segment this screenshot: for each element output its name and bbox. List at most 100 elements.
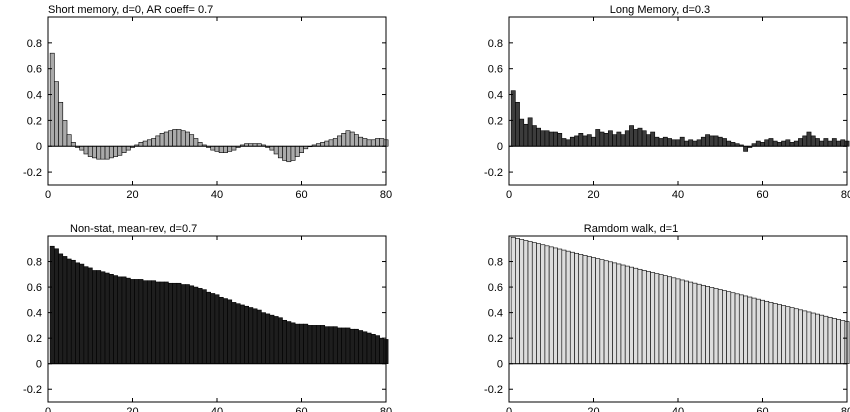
bar [214,145,220,152]
bar [696,283,702,365]
y-tick-label: -0.2 [23,384,42,396]
x-tick-label: 0 [45,406,51,412]
bar [79,145,85,151]
bar [176,129,182,147]
bar [553,131,558,147]
bar [273,145,279,155]
bar [523,240,529,364]
bar [569,136,575,147]
bar [798,309,803,364]
bar [58,101,64,147]
bar [324,140,330,147]
bar [633,267,639,364]
bar [49,52,55,147]
bar [536,127,541,147]
bar [671,139,677,147]
bar [227,299,233,365]
bar [104,272,110,364]
bar [688,281,694,364]
y-tick-label: 0.2 [488,115,503,127]
panel-long-memory: Long Memory, d=0.3-0.200.20.40.60.80 20 40… [484,4,850,201]
y-tick-label: 0.4 [27,90,42,102]
bar [553,247,558,364]
x-tick-label: 60 [756,406,768,412]
bar [519,118,525,147]
bar [768,138,774,147]
y-tick-label: 0.2 [488,333,503,345]
bar [299,323,304,364]
x-tick-label: 80 [380,406,392,412]
y-tick-label: 0.8 [488,257,503,269]
bar [633,129,639,147]
bar [527,241,533,364]
bar [328,326,334,364]
bar [189,134,195,147]
bar [574,135,580,147]
bar [62,256,68,364]
bar [83,266,89,364]
bar [831,318,837,364]
bar [70,142,76,147]
bar [561,138,567,147]
bar [104,145,110,160]
bar [358,136,364,147]
bar [168,282,173,364]
bar [637,268,643,364]
bar [603,133,609,147]
bar [168,130,173,147]
x-tick-label: 60 [295,406,307,412]
bar [66,258,72,364]
bar [341,133,347,147]
bar [586,134,592,147]
bar [197,142,203,147]
bar [806,311,812,364]
bar [337,327,342,364]
bar [332,138,338,147]
bar [815,138,820,147]
bar [83,145,89,155]
bar [836,319,841,364]
bar [764,139,770,147]
bar [679,136,685,147]
bar [624,265,630,364]
bar [540,130,546,147]
bar [286,321,292,364]
bar [332,326,338,364]
bar [620,134,626,147]
bar [637,127,643,147]
bar [379,138,385,147]
bar [252,308,258,364]
bar [705,286,710,364]
bar [607,130,613,147]
chart-title: Ramdom walk, d=1 [584,223,678,235]
bar [151,138,157,147]
bar [328,139,334,147]
bar [696,139,702,147]
x-tick-label: 40 [211,189,223,201]
bar [163,131,169,147]
x-tick-label: 40 [211,406,223,412]
bar [214,294,220,364]
bar [375,138,380,147]
bar [768,302,774,364]
bar [79,263,85,364]
bar [819,140,825,147]
y-tick-label: 0 [36,359,42,371]
bar [654,273,660,364]
bar [776,142,782,147]
bar [227,145,233,152]
bar [354,328,359,365]
bar [840,320,846,364]
bar [743,145,749,152]
bar [730,292,736,364]
bar [726,291,732,364]
bar [307,325,313,364]
bar [210,145,216,151]
bar [840,139,846,147]
bar [667,276,672,364]
bar [607,261,613,364]
bar [743,295,749,364]
bar [54,81,59,147]
bar [244,305,249,364]
